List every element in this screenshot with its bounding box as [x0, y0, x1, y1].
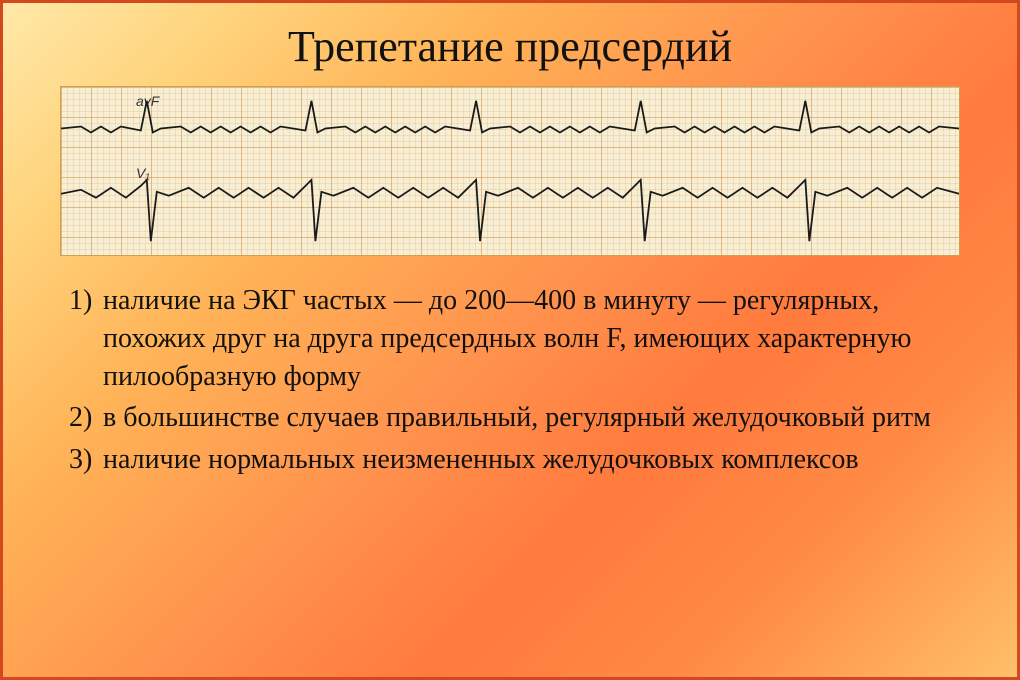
item-number: 1): [69, 282, 103, 395]
bullet-list: 1) наличие на ЭКГ частых — до 200—400 в …: [33, 282, 987, 479]
ecg-traces: [61, 87, 959, 255]
trace-avf: [61, 101, 959, 133]
list-item: 1) наличие на ЭКГ частых — до 200—400 в …: [69, 282, 987, 395]
item-text: наличие нормальных неизмененных желудочк…: [103, 441, 987, 479]
list-item: 3) наличие нормальных неизмененных желуд…: [69, 441, 987, 479]
item-number: 2): [69, 399, 103, 437]
item-text: в большинстве случаев правильный, регуля…: [103, 399, 987, 437]
item-number: 3): [69, 441, 103, 479]
trace-v1: [61, 180, 959, 241]
list-item: 2) в большинстве случаев правильный, рег…: [69, 399, 987, 437]
slide-title: Трепетание предсердий: [33, 21, 987, 72]
ecg-chart: avF V₁: [60, 86, 960, 256]
item-text: наличие на ЭКГ частых — до 200—400 в мин…: [103, 282, 987, 395]
slide: Трепетание предсердий avF V₁ 1) наличие …: [0, 0, 1020, 680]
